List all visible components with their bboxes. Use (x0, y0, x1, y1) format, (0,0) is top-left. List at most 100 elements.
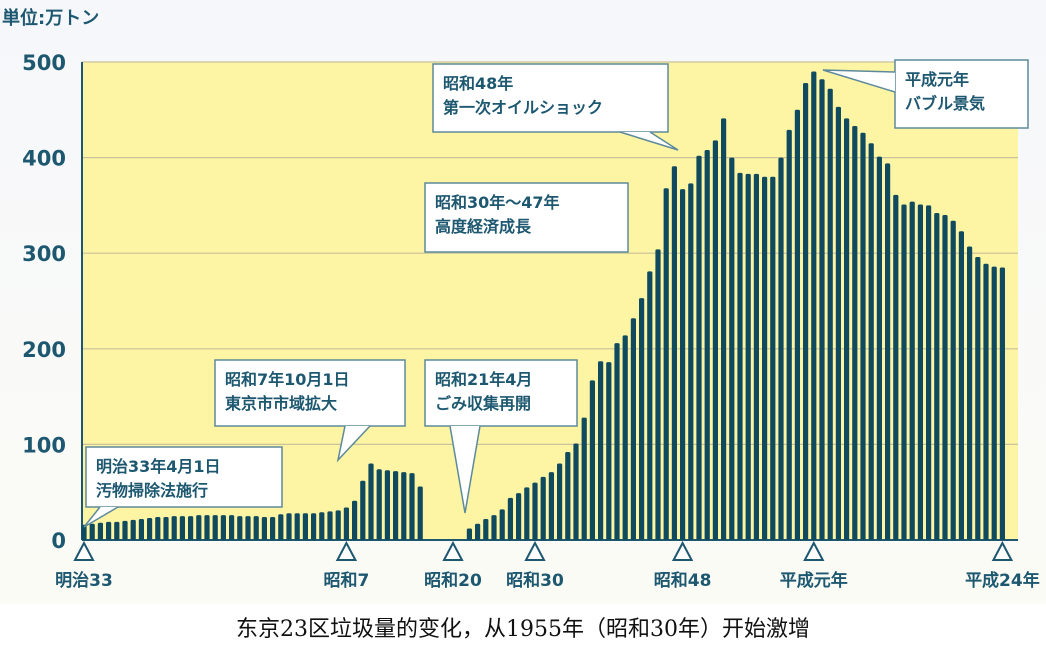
bar (827, 88, 833, 540)
bar (745, 173, 751, 541)
bar (475, 523, 481, 540)
bar (163, 517, 169, 540)
bar (786, 129, 792, 540)
bar (811, 71, 817, 540)
bar (466, 528, 472, 540)
bar (97, 522, 103, 540)
x-tick-label: 昭和7 (323, 571, 369, 591)
bar (491, 515, 497, 540)
annotation-pointer (822, 69, 896, 93)
annotation-pointer (83, 506, 119, 528)
bar (573, 443, 579, 540)
bar (302, 513, 308, 540)
bar (819, 79, 825, 540)
bar (975, 257, 981, 540)
bar (770, 176, 776, 540)
bar (393, 471, 399, 540)
bar (245, 516, 251, 540)
annotation-text: 昭和30年～47年 (435, 193, 560, 212)
annotation-text: 高度経済成長 (435, 217, 532, 236)
bar (384, 470, 390, 540)
bar (499, 509, 505, 540)
bar (229, 515, 235, 540)
bar (368, 463, 374, 540)
bar (188, 516, 194, 540)
annotation-box (85, 446, 283, 508)
x-tick-triangle (671, 540, 694, 561)
bar (991, 266, 997, 540)
bar (671, 166, 677, 541)
annotation-text: 東京市市域拡大 (225, 394, 337, 413)
bar (212, 515, 218, 540)
bar (835, 106, 841, 540)
bar (507, 497, 513, 540)
annotation-text: 昭和7年10月1日 (225, 370, 350, 389)
bar (762, 176, 768, 540)
bar (721, 118, 727, 541)
bar (204, 515, 210, 540)
bar (926, 205, 932, 540)
bar (868, 143, 874, 540)
bar (663, 188, 669, 540)
x-tick-triangle (803, 540, 825, 561)
bar (155, 517, 161, 540)
y-tick-label: 0 (51, 529, 66, 553)
x-tick-label: 昭和48 (654, 571, 712, 591)
bar (81, 524, 87, 540)
bar (614, 343, 620, 540)
bar (950, 220, 956, 541)
bar (343, 507, 349, 540)
annotation-box (214, 359, 406, 427)
bar (581, 417, 587, 540)
x-tick-triangle (524, 540, 546, 561)
bar (417, 486, 423, 540)
x-tick-triangle (991, 540, 1014, 561)
bar (967, 246, 973, 540)
bar (778, 157, 784, 540)
bar (294, 513, 300, 540)
bar (565, 452, 571, 540)
bar (89, 523, 95, 540)
bar (934, 213, 940, 540)
bar (548, 472, 554, 540)
bar (286, 513, 292, 540)
bar (278, 514, 284, 540)
bar (712, 140, 718, 540)
annotation-box (894, 59, 1029, 129)
x-tick-label: 明治33 (55, 570, 113, 591)
x-tick-triangle (442, 540, 464, 561)
bar (909, 201, 915, 541)
bar (606, 362, 612, 540)
bar (253, 516, 259, 540)
bar (983, 263, 989, 540)
bar (917, 204, 923, 540)
y-tick-label: 500 (22, 51, 66, 75)
bar (794, 109, 800, 541)
annotation-text: 昭和48年 (443, 74, 513, 93)
y-tick-label: 200 (22, 338, 66, 362)
bar (737, 172, 743, 540)
bar (876, 156, 882, 541)
bar (688, 183, 694, 541)
x-tick-label: 昭和30 (506, 571, 564, 591)
annotation-text: 昭和21年4月 (435, 370, 532, 389)
annotation-box (424, 182, 629, 253)
bar (647, 271, 653, 540)
bar (122, 520, 128, 540)
bar (409, 473, 415, 540)
bar (958, 231, 964, 540)
bar (729, 157, 735, 540)
bar (220, 515, 226, 540)
bar (237, 516, 243, 540)
bar (680, 189, 686, 540)
annotation-text: 明治33年4月1日 (96, 457, 221, 476)
bar (516, 493, 522, 540)
x-tick-triangle (73, 540, 95, 561)
bar (540, 476, 546, 540)
bar (885, 163, 891, 540)
bar (557, 463, 563, 540)
bar (319, 512, 325, 540)
y-tick-label: 100 (22, 433, 66, 457)
bar (860, 132, 866, 540)
